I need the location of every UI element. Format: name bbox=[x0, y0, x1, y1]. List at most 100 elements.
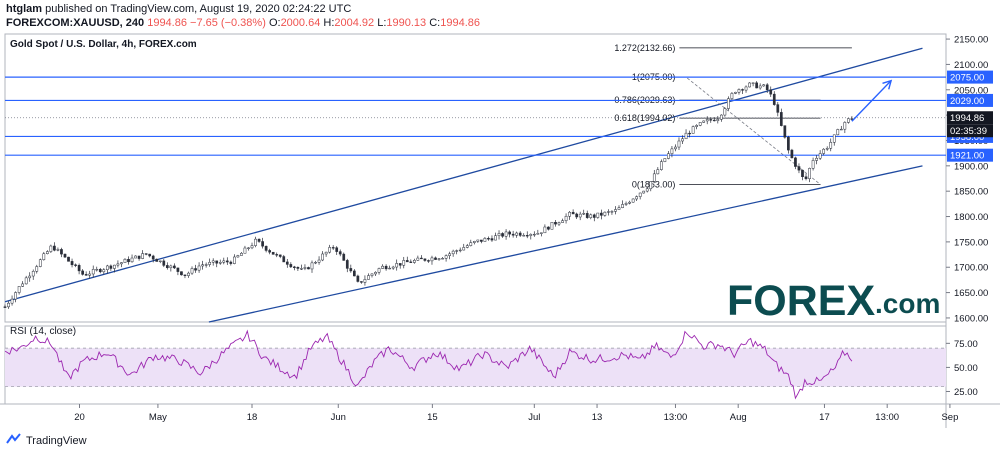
candle-body[interactable] bbox=[490, 238, 494, 241]
candle-body[interactable] bbox=[84, 274, 88, 276]
candle-body[interactable] bbox=[511, 233, 515, 236]
candle-body[interactable] bbox=[621, 204, 624, 208]
candle-body[interactable] bbox=[254, 238, 257, 246]
candle-body[interactable] bbox=[374, 272, 377, 275]
candle-body[interactable] bbox=[257, 238, 261, 242]
candle-body[interactable] bbox=[723, 108, 727, 116]
time-axis[interactable]: 20 May 18 Jun 15 Jul 13 13:00 Aug 17 13:00 Sep bbox=[74, 404, 958, 423]
candle-body[interactable] bbox=[600, 212, 603, 216]
candle-body[interactable] bbox=[24, 277, 28, 285]
candle-body[interactable] bbox=[850, 118, 854, 120]
candle-body[interactable] bbox=[472, 241, 476, 243]
candle-body[interactable] bbox=[801, 169, 804, 178]
candle-body[interactable] bbox=[56, 249, 60, 251]
candle-body[interactable] bbox=[769, 89, 773, 95]
candle-body[interactable] bbox=[314, 262, 317, 264]
candle-body[interactable] bbox=[74, 264, 77, 266]
candle-body[interactable] bbox=[123, 258, 127, 263]
candle-body[interactable] bbox=[614, 209, 617, 212]
candle-body[interactable] bbox=[804, 176, 808, 179]
candle-body[interactable] bbox=[589, 214, 593, 218]
candle-body[interactable] bbox=[847, 118, 850, 123]
candle-body[interactable] bbox=[10, 298, 14, 304]
candle-body[interactable] bbox=[45, 251, 49, 254]
candle-body[interactable] bbox=[451, 250, 455, 255]
candle-body[interactable] bbox=[17, 286, 21, 293]
candle-body[interactable] bbox=[28, 275, 32, 279]
candle-body[interactable] bbox=[384, 265, 388, 270]
candle-body[interactable] bbox=[698, 122, 702, 126]
candle-body[interactable] bbox=[688, 132, 691, 135]
candle-body[interactable] bbox=[822, 148, 826, 154]
candle-body[interactable] bbox=[278, 254, 282, 257]
candle-body[interactable] bbox=[116, 263, 120, 266]
candle-body[interactable] bbox=[250, 245, 254, 249]
candle-body[interactable] bbox=[547, 226, 550, 230]
candle-body[interactable] bbox=[165, 265, 169, 269]
candle-body[interactable] bbox=[151, 255, 155, 260]
candle-body[interactable] bbox=[554, 221, 557, 225]
candle-body[interactable] bbox=[712, 119, 716, 122]
candle-body[interactable] bbox=[487, 238, 490, 240]
candle-body[interactable] bbox=[229, 261, 233, 264]
candle-body[interactable] bbox=[345, 260, 349, 269]
candle-body[interactable] bbox=[215, 260, 219, 264]
candle-body[interactable] bbox=[173, 265, 176, 269]
candle-body[interactable] bbox=[783, 125, 787, 138]
candle-body[interactable] bbox=[748, 82, 751, 88]
candle-body[interactable] bbox=[787, 136, 790, 151]
candle-body[interactable] bbox=[268, 250, 272, 253]
candle-body[interactable] bbox=[504, 231, 508, 237]
candle-body[interactable] bbox=[515, 232, 519, 236]
candle-body[interactable] bbox=[303, 267, 307, 269]
candle-body[interactable] bbox=[3, 306, 7, 308]
candle-body[interactable] bbox=[261, 241, 264, 247]
candle-body[interactable] bbox=[444, 255, 448, 259]
projection-arrow-head[interactable] bbox=[882, 79, 893, 90]
candle-body[interactable] bbox=[60, 249, 63, 255]
candle-body[interactable] bbox=[839, 128, 843, 131]
candle-body[interactable] bbox=[102, 269, 106, 273]
candle-body[interactable] bbox=[550, 221, 554, 230]
candle-body[interactable] bbox=[483, 238, 487, 242]
candle-body[interactable] bbox=[480, 239, 483, 242]
candle-body[interactable] bbox=[162, 260, 166, 266]
candle-body[interactable] bbox=[832, 134, 836, 143]
candle-body[interactable] bbox=[264, 245, 268, 251]
candle-body[interactable] bbox=[377, 268, 381, 273]
rsi-indicator[interactable]: 25.00 50.00 75.00 bbox=[4, 329, 978, 400]
candle-body[interactable] bbox=[476, 239, 480, 242]
candle-body[interactable] bbox=[656, 169, 660, 175]
candle-body[interactable] bbox=[684, 132, 688, 140]
candle-body[interactable] bbox=[610, 211, 614, 213]
candle-body[interactable] bbox=[7, 302, 10, 308]
candle-body[interactable] bbox=[388, 267, 391, 270]
candle-body[interactable] bbox=[437, 258, 441, 260]
candle-body[interactable] bbox=[208, 262, 212, 265]
candle-body[interactable] bbox=[49, 245, 53, 252]
candle-body[interactable] bbox=[183, 274, 187, 276]
candle-body[interactable] bbox=[568, 211, 571, 217]
candle-body[interactable] bbox=[765, 84, 769, 90]
candle-body[interactable] bbox=[667, 153, 670, 159]
candle-body[interactable] bbox=[300, 268, 303, 270]
candle-body[interactable] bbox=[702, 120, 706, 123]
candle-body[interactable] bbox=[659, 161, 663, 170]
symbol-name[interactable]: FOREXCOM:XAUUSD, 240 bbox=[6, 17, 145, 29]
candle-body[interactable] bbox=[727, 98, 730, 109]
candle-body[interactable] bbox=[402, 260, 406, 266]
candle-body[interactable] bbox=[247, 247, 250, 249]
candle-body[interactable] bbox=[716, 119, 720, 121]
candle-body[interactable] bbox=[772, 93, 776, 105]
candle-body[interactable] bbox=[730, 93, 734, 99]
price-chart[interactable]: Gold Spot / U.S. Dollar, 4h, FOREX.com F… bbox=[0, 0, 1000, 428]
candle-body[interactable] bbox=[642, 190, 646, 194]
candle-body[interactable] bbox=[169, 265, 173, 269]
candle-body[interactable] bbox=[540, 232, 543, 234]
candle-body[interactable] bbox=[360, 281, 363, 283]
candle-body[interactable] bbox=[141, 253, 144, 259]
candle-body[interactable] bbox=[236, 255, 240, 258]
candle-body[interactable] bbox=[349, 268, 353, 272]
candle-body[interactable] bbox=[31, 271, 35, 277]
candle-body[interactable] bbox=[289, 264, 293, 268]
